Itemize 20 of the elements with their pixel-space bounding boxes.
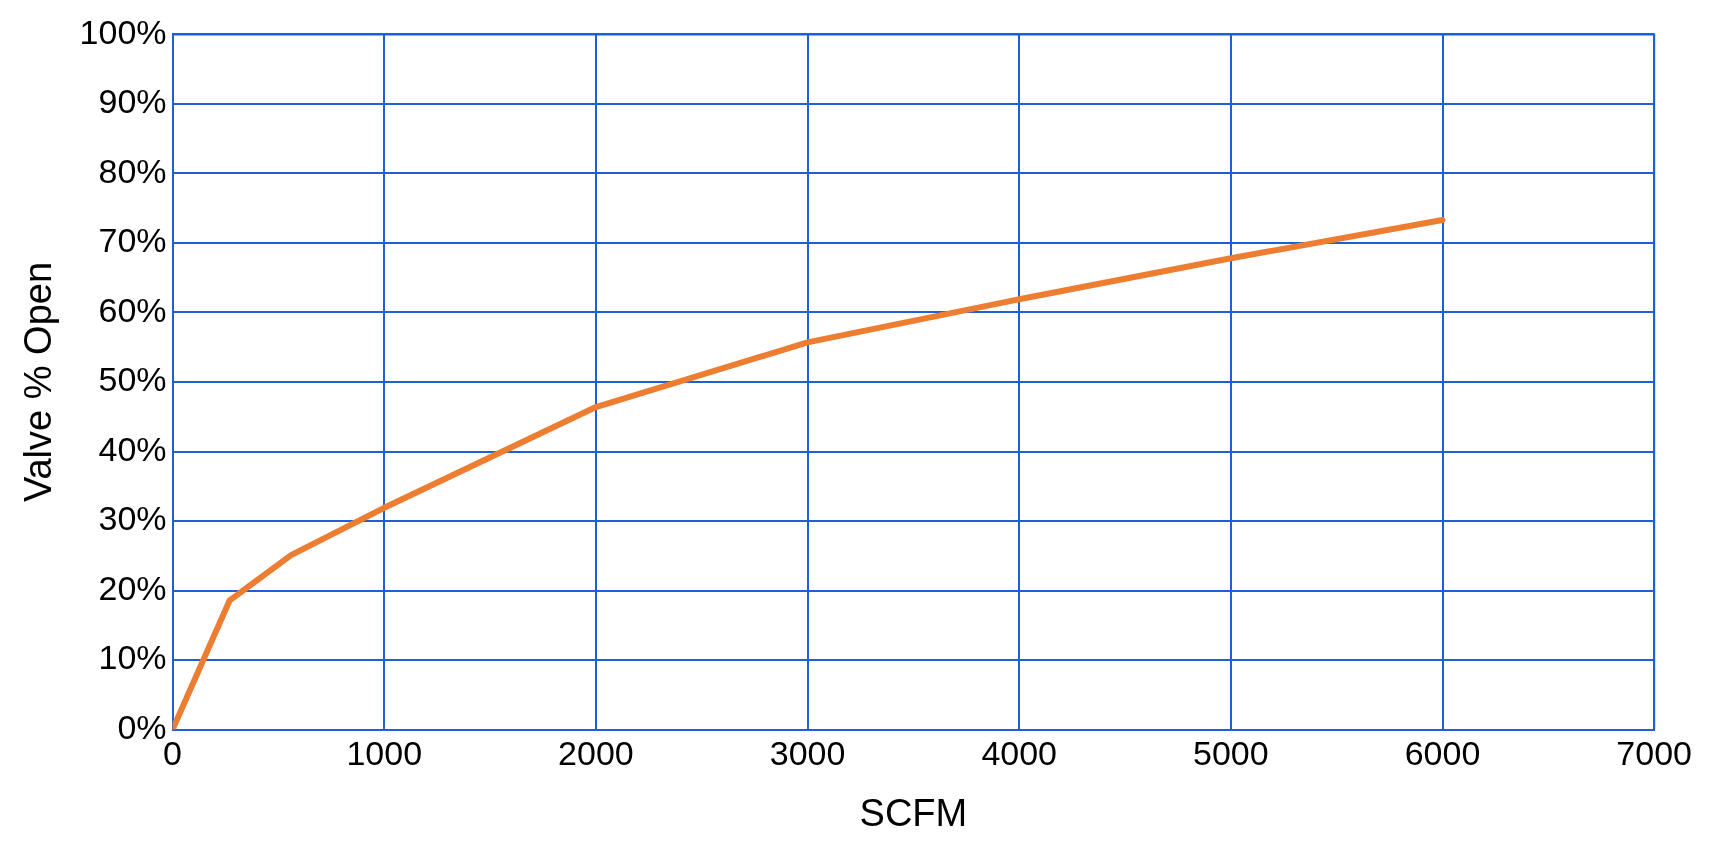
x-tick-label: 6000	[1404, 734, 1481, 773]
x-tick-label: 4000	[981, 734, 1058, 773]
x-tick-label: 1000	[346, 734, 423, 773]
x-tick-label: 7000	[1616, 734, 1692, 773]
y-tick-label: 50%	[98, 360, 167, 399]
y-tick-label: 40%	[98, 429, 167, 468]
y-tick-label: 30%	[98, 499, 167, 538]
y-tick-label: 100%	[79, 12, 167, 51]
y-tick-label: 0%	[117, 707, 167, 746]
y-tick-label: 70%	[98, 221, 167, 260]
y-tick-label: 60%	[98, 290, 167, 329]
x-axis-title: SCFM	[859, 791, 968, 834]
y-tick-label: 10%	[98, 638, 167, 677]
y-tick-label: 20%	[98, 568, 167, 607]
x-tick-label: 3000	[769, 734, 846, 773]
y-tick-label: 80%	[98, 151, 167, 190]
y-tick-label: 90%	[98, 82, 167, 121]
y-axis-title: Valve % Open	[17, 261, 60, 503]
x-tick-label: 5000	[1193, 734, 1269, 773]
x-tick-label: 2000	[558, 734, 634, 773]
